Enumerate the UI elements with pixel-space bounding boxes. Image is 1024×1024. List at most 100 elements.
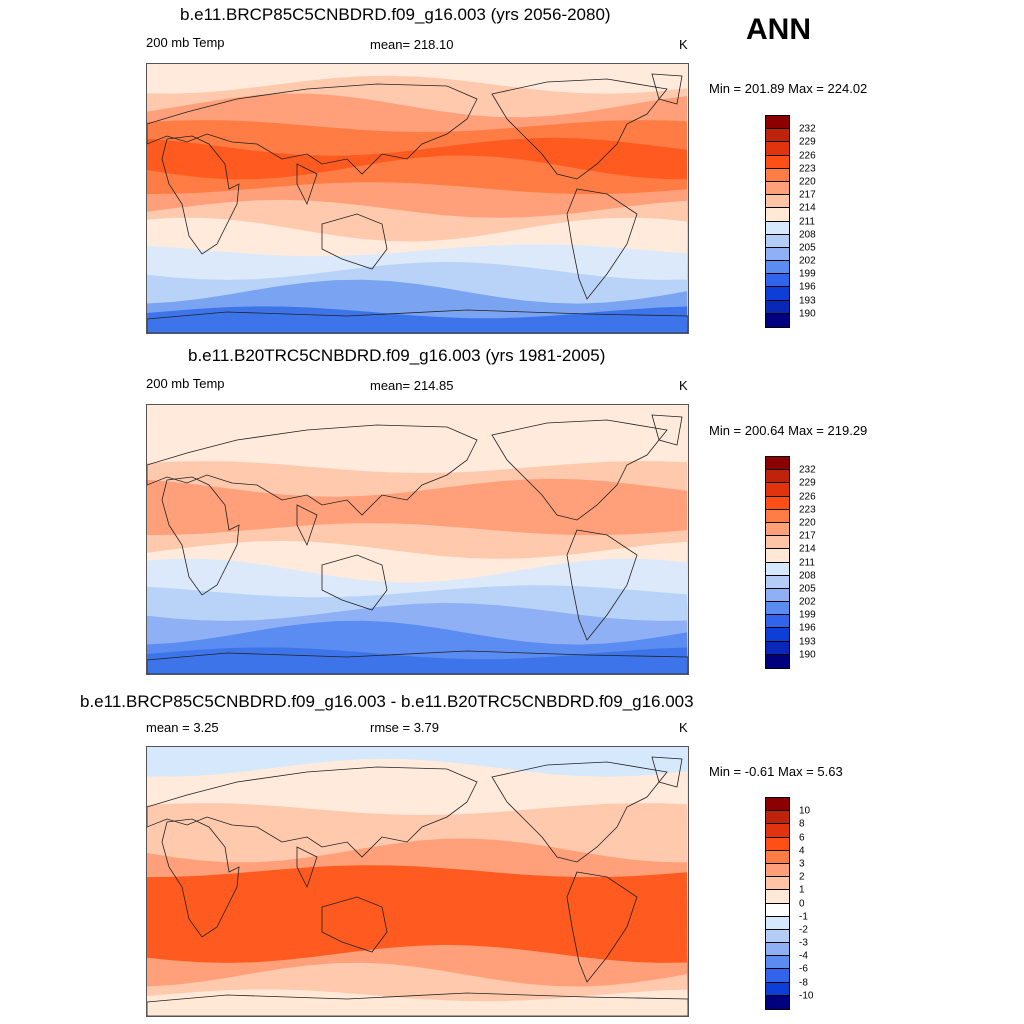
colorbar-swatch [766, 261, 789, 275]
colorbar-tick-label: 211 [799, 216, 815, 227]
colorbar-swatch [766, 615, 789, 629]
coastline [147, 83, 478, 175]
colorbar-tick-label: 223 [799, 504, 816, 516]
coastline [296, 504, 318, 547]
colorbar-swatch [766, 457, 789, 471]
colorbar-tick-label: 196 [799, 622, 816, 634]
season-label: ANN [746, 13, 811, 46]
colorbar-tick-label: 211 [799, 557, 815, 568]
colorbar-swatch [766, 628, 789, 642]
coastline [566, 871, 638, 983]
colorbar-tick-label: 208 [799, 229, 816, 241]
panel-2-title: b.e11.B20TRC5CNBDRD.f09_g16.003 (yrs 198… [188, 346, 606, 365]
colorbar-swatch [766, 247, 789, 262]
coastline [147, 992, 688, 1016]
colorbar-swatch [766, 287, 789, 301]
colorbar-tick-label: 193 [799, 636, 816, 648]
panel-1-variable: 200 mb Temp [146, 35, 225, 50]
colorbar-tick-label: 217 [799, 189, 816, 201]
contour-band [147, 306, 688, 333]
coastline [296, 163, 318, 206]
colorbar-tick-label: 196 [799, 281, 816, 293]
panel-2-units: K [679, 378, 688, 393]
colorbar-swatch [766, 129, 789, 143]
colorbar-tick-label: 223 [799, 163, 816, 175]
colorbar-swatch [766, 221, 789, 235]
colorbar-swatch [766, 982, 789, 996]
colorbar-swatch [766, 274, 789, 288]
coastline [296, 846, 318, 889]
coastline [651, 756, 683, 788]
panel-2-colorbar [765, 456, 790, 669]
coastline [161, 135, 240, 255]
colorbar-tick-label: 229 [799, 477, 816, 489]
colorbar-swatch [766, 181, 789, 196]
colorbar-swatch [766, 837, 789, 851]
coastline [566, 188, 638, 300]
panel-3-map [146, 746, 689, 1017]
colorbar-tick-label: 8 [799, 818, 805, 830]
contour-band [147, 989, 688, 1016]
coastline [491, 761, 668, 863]
colorbar-tick-label: 0 [799, 898, 805, 909]
colorbar-swatch [766, 300, 789, 314]
colorbar-tick-label: 202 [799, 596, 816, 608]
colorbar-swatch [766, 877, 789, 891]
colorbar-swatch [766, 824, 789, 838]
colorbar-tick-label: 232 [799, 464, 816, 476]
coastline [321, 213, 388, 270]
panel-1-units: K [679, 37, 688, 52]
colorbar-swatch [766, 641, 789, 655]
colorbar-swatch [766, 903, 789, 917]
colorbar-tick-label: -3 [799, 937, 808, 949]
colorbar-tick-label: 232 [799, 123, 816, 135]
colorbar-tick-label: 2 [799, 871, 805, 883]
colorbar-swatch [766, 496, 789, 510]
panel-1-title: b.e11.BRCP85C5CNBDRD.f09_g16.003 (yrs 20… [180, 5, 611, 24]
panel-2-variable: 200 mb Temp [146, 376, 225, 391]
coastline [147, 309, 688, 333]
panel-2-mean: mean= 214.85 [370, 378, 454, 393]
colorbar-tick-label: 6 [799, 832, 805, 844]
colorbar-swatch [766, 850, 789, 864]
colorbar-tick-label: 229 [799, 136, 816, 148]
coastline [161, 476, 240, 596]
colorbar-tick-label: 1 [799, 884, 805, 896]
colorbar-tick-label: 193 [799, 295, 816, 307]
colorbar-tick-label: 4 [799, 845, 805, 857]
colorbar-tick-label: 226 [799, 150, 816, 162]
colorbar-tick-label: 205 [799, 583, 816, 595]
colorbar-tick-label: 3 [799, 858, 805, 870]
colorbar-tick-label: 214 [799, 543, 816, 555]
colorbar-tick-label: 10 [799, 805, 811, 817]
panel-3-colorbar [765, 797, 790, 1010]
colorbar-swatch [766, 943, 789, 957]
colorbar-tick-label: 208 [799, 570, 816, 582]
colorbar-swatch [766, 509, 789, 523]
panel-1-map [146, 63, 689, 334]
colorbar-tick-label: 220 [799, 517, 816, 529]
coastline [147, 650, 688, 674]
colorbar-tick-label: -6 [799, 963, 808, 975]
panel-2-minmax: Min = 200.64 Max = 219.29 [709, 423, 868, 438]
colorbar-swatch [766, 956, 789, 970]
colorbar-swatch [766, 313, 789, 327]
panel-1-mean: mean= 218.10 [370, 37, 454, 52]
coastline [491, 78, 668, 180]
panel-2-map [146, 404, 689, 675]
coastline [491, 419, 668, 521]
colorbar-tick-label: 217 [799, 530, 816, 542]
panel-3-mean: mean = 3.25 [146, 720, 219, 735]
coastline [321, 896, 388, 953]
colorbar-tick-label: 220 [799, 176, 816, 188]
panel-3-title: b.e11.BRCP85C5CNBDRD.f09_g16.003 - b.e11… [80, 692, 694, 711]
colorbar-swatch [766, 142, 789, 156]
colorbar-swatch [766, 916, 789, 930]
colorbar-swatch [766, 208, 789, 222]
colorbar-swatch [766, 890, 789, 904]
colorbar-tick-label: -4 [799, 950, 808, 962]
colorbar-tick-label: 190 [799, 649, 816, 661]
colorbar-swatch [766, 602, 789, 616]
colorbar-swatch [766, 811, 789, 825]
coastline [161, 818, 240, 938]
